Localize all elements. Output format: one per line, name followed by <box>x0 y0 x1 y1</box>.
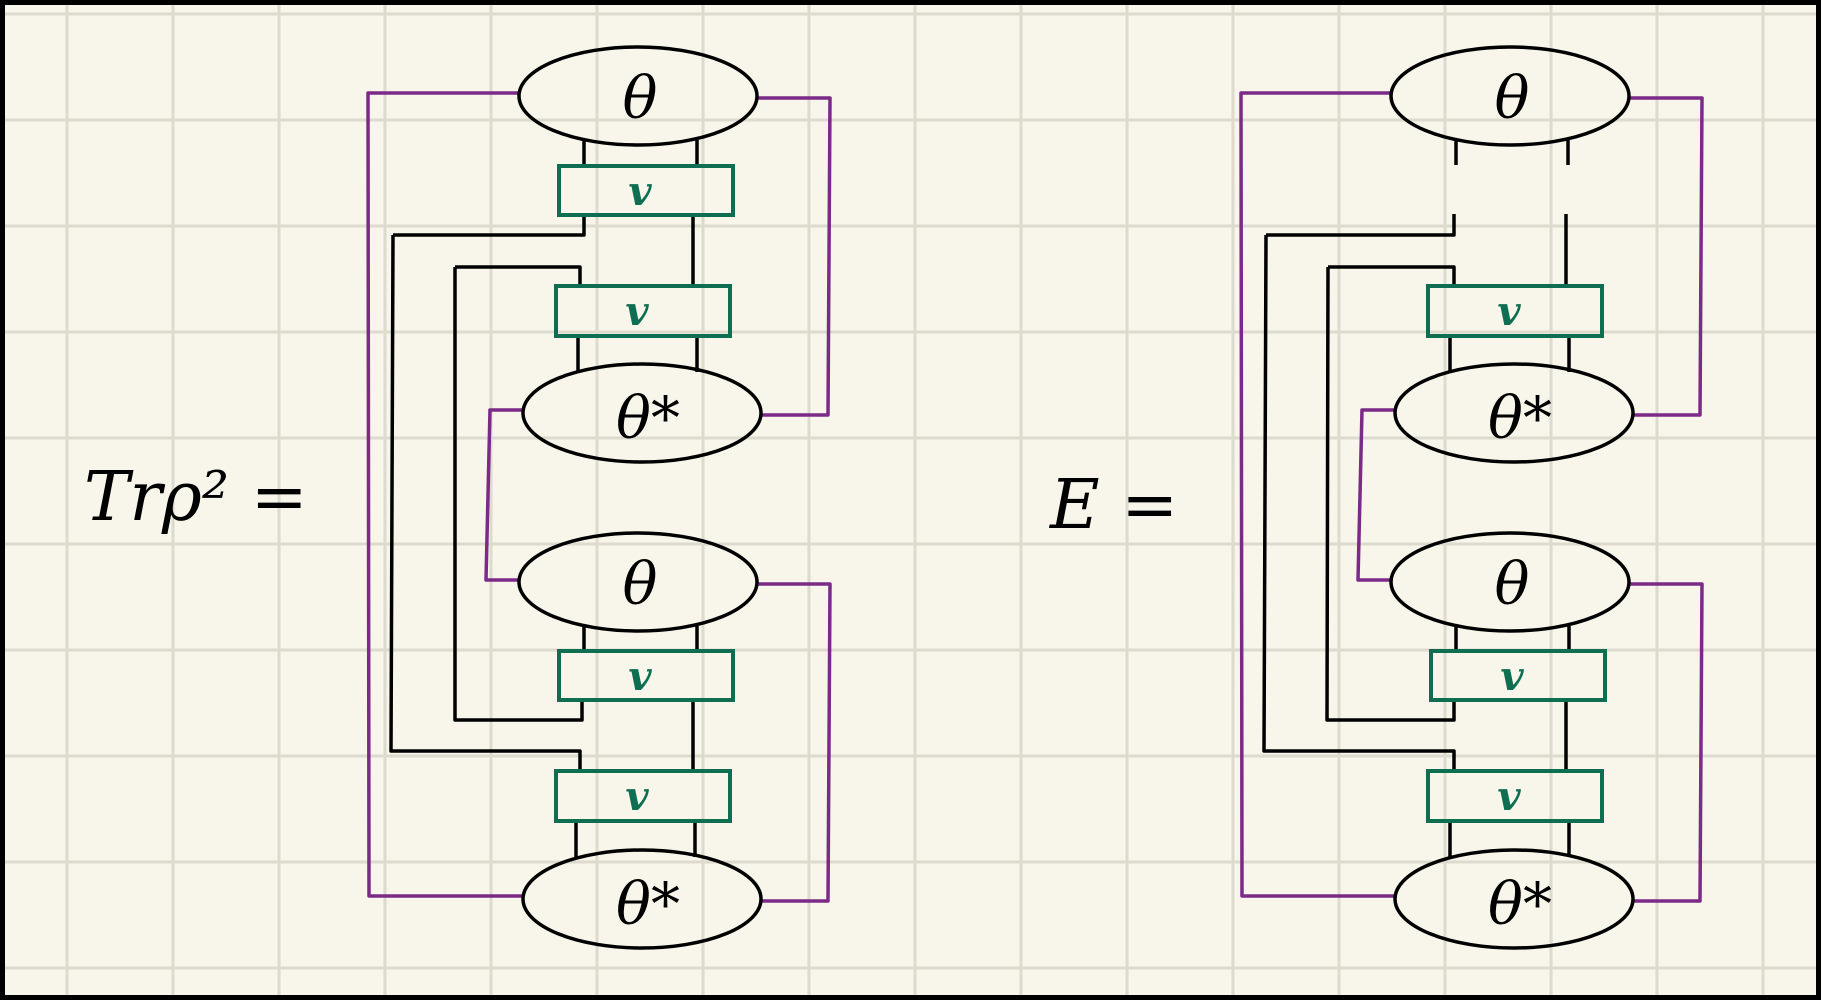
right-theta-star-1: θ* <box>1393 362 1635 464</box>
left-theta-top-1: θ <box>517 45 759 147</box>
left-v-box-3: v <box>557 649 735 702</box>
right-v-box-3-label: v <box>1500 653 1524 700</box>
left-v-box-1: v <box>557 164 735 217</box>
right-diagram: θ v θ* θ v v θ* <box>1239 45 1704 950</box>
left-theta-top-2: θ <box>517 531 759 633</box>
left-v-box-1-label: v <box>628 168 652 215</box>
left-diagram: θ v v θ* θ v v θ* <box>366 45 832 950</box>
right-equation-label: E = <box>1048 466 1178 545</box>
right-v-box-4: v <box>1426 769 1604 823</box>
right-v-box-2: v <box>1426 284 1604 338</box>
right-trace-wire-right-bottom <box>1628 582 1704 903</box>
right-v-box-3: v <box>1429 649 1607 702</box>
right-theta-top-2-label: θ <box>1495 550 1530 618</box>
left-trace-wire-right-bottom <box>756 582 832 903</box>
right-theta-top-2: θ <box>1389 531 1631 633</box>
right-theta-star-1-label: θ* <box>1488 384 1552 452</box>
right-trace-wire-outer <box>1239 91 1397 898</box>
left-theta-top-1-label: θ <box>623 64 658 132</box>
right-v-box-4-label: v <box>1497 773 1521 820</box>
right-wire-inner-loop-top <box>1328 265 1456 286</box>
right-wire-inner-loop-bottom <box>1325 266 1456 722</box>
left-theta-star-2-label: θ* <box>616 870 680 938</box>
left-v-box-3-label: v <box>628 653 652 700</box>
right-wire-outer-loop-bottom <box>1262 234 1456 771</box>
left-v-box-4: v <box>554 769 732 823</box>
left-theta-star-1: θ* <box>521 362 763 464</box>
left-equation-label: Trρ² = <box>84 458 308 537</box>
left-trace-wire-outer <box>366 91 524 898</box>
left-trace-wire-right-top <box>756 96 832 417</box>
right-trace-wire-inner <box>1356 408 1396 582</box>
left-wire-outer-loop-bottom <box>389 234 582 771</box>
left-theta-top-2-label: θ <box>623 550 658 618</box>
left-theta-star-1-label: θ* <box>616 384 680 452</box>
right-theta-star-2: θ* <box>1393 848 1635 950</box>
left-wire-inner-loop-top <box>455 265 582 286</box>
left-theta-star-2: θ* <box>521 848 763 950</box>
right-theta-star-2-label: θ* <box>1488 870 1552 938</box>
left-v-box-2: v <box>554 284 732 338</box>
right-trace-wire-right-top <box>1628 96 1704 417</box>
right-v-box-2-label: v <box>1497 288 1521 335</box>
left-wire-outer-loop-top <box>393 215 586 237</box>
right-theta-top-1: θ <box>1389 45 1631 147</box>
left-wire-inner-loop-bottom <box>453 267 584 722</box>
left-v-box-4-label: v <box>625 773 649 820</box>
left-v-box-2-label: v <box>625 288 649 335</box>
left-trace-wire-inner <box>484 408 524 582</box>
right-wire-outer-loop-top <box>1266 214 1456 237</box>
right-theta-top-1-label: θ <box>1495 64 1530 132</box>
